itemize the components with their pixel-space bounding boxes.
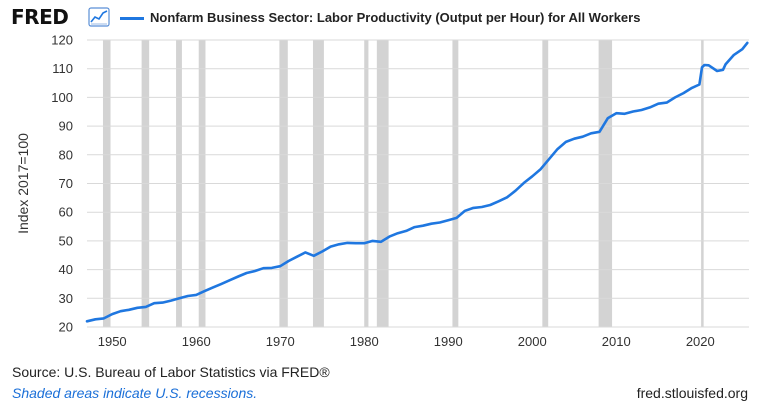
y-axis-title: Index 2017=100 (15, 133, 31, 234)
y-tick-label: 120 (51, 33, 73, 48)
gridlines-layer (87, 39, 749, 328)
y-tick-label: 70 (59, 176, 73, 191)
x-tick-label: 1960 (182, 334, 211, 349)
y-tick-label: 80 (59, 147, 73, 162)
series-layer (85, 41, 749, 323)
legend-series-label[interactable]: Nonfarm Business Sector: Labor Productiv… (150, 10, 641, 25)
y-tick-label: 60 (59, 205, 73, 220)
x-tick-label: 2020 (686, 334, 715, 349)
legend-line-swatch (120, 17, 144, 20)
x-tick-labels: 1950 1960 1970 1980 1990 2000 2010 2020 (98, 334, 715, 349)
x-tick-label: 1980 (350, 334, 379, 349)
x-tick-label: 1970 (266, 334, 295, 349)
x-tick-label: 1990 (434, 334, 463, 349)
x-tick-label: 2000 (518, 334, 547, 349)
y-tick-label: 50 (59, 233, 73, 248)
y-tick-label: 110 (52, 61, 73, 76)
x-tick-label: 2010 (602, 334, 631, 349)
y-tick-label: 20 (59, 320, 73, 335)
series-line[interactable] (85, 41, 749, 323)
y-tick-label: 30 (59, 291, 73, 306)
y-tick-label: 100 (51, 90, 73, 105)
y-tick-label: 40 (59, 262, 73, 277)
y-tick-labels: 20 30 40 50 60 70 80 90 100 110 120 (51, 33, 73, 335)
fred-logo[interactable]: FRED (11, 5, 69, 29)
fred-url[interactable]: fred.stlouisfed.org (636, 385, 748, 401)
x-tick-label: 1950 (98, 334, 127, 349)
source-note: Source: U.S. Bureau of Labor Statistics … (12, 364, 330, 380)
chart-logo-icon[interactable] (88, 7, 110, 27)
chart-header: FRED Nonfarm Business Sector: Labor Prod… (0, 0, 768, 36)
y-tick-label: 90 (59, 119, 73, 134)
recession-note: Shaded areas indicate U.S. recessions. (12, 385, 258, 401)
